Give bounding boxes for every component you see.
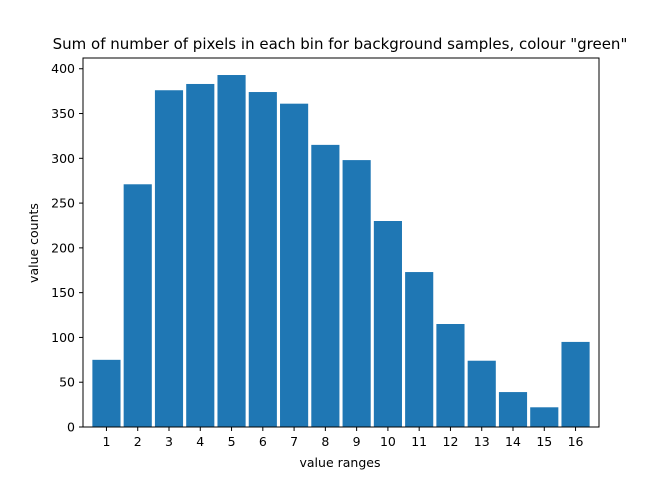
y-tick-label: 400 bbox=[51, 61, 75, 76]
bars-group bbox=[92, 75, 590, 428]
x-tick-label: 14 bbox=[505, 434, 521, 449]
x-tick-label: 16 bbox=[568, 434, 584, 449]
bar-8 bbox=[311, 144, 340, 427]
bar-6 bbox=[248, 92, 277, 427]
x-axis-label: value ranges bbox=[300, 455, 381, 470]
y-tick-label: 350 bbox=[51, 106, 75, 121]
x-tick-label: 12 bbox=[443, 434, 459, 449]
bar-15 bbox=[530, 407, 559, 427]
y-axis-label: value counts bbox=[26, 203, 41, 283]
y-tick-label: 250 bbox=[51, 196, 75, 211]
x-tick-label: 3 bbox=[165, 434, 173, 449]
x-tick-label: 8 bbox=[321, 434, 329, 449]
y-tick-label: 200 bbox=[51, 240, 75, 255]
bar-9 bbox=[342, 160, 371, 428]
bar-13 bbox=[467, 360, 496, 427]
x-tick-label: 1 bbox=[102, 434, 110, 449]
y-tick-label: 300 bbox=[51, 151, 75, 166]
bar-2 bbox=[123, 184, 152, 427]
x-tick-label: 9 bbox=[353, 434, 361, 449]
x-tick-label: 11 bbox=[411, 434, 427, 449]
plot-frame bbox=[82, 57, 600, 428]
y-axis-ticks: 0 50 100 150 200 250 300 350 400 bbox=[51, 61, 83, 435]
x-tick-label: 5 bbox=[228, 434, 236, 449]
bar-14 bbox=[498, 392, 528, 427]
y-tick-label: 50 bbox=[59, 375, 75, 390]
x-tick-label: 2 bbox=[134, 434, 142, 449]
bar-4 bbox=[186, 83, 215, 427]
bar-5 bbox=[217, 75, 246, 427]
bar-11 bbox=[405, 272, 434, 427]
bar-3 bbox=[154, 90, 184, 427]
chart-title: Sum of number of pixels in each bin for … bbox=[53, 35, 628, 53]
x-tick-label: 15 bbox=[536, 434, 552, 449]
x-axis-ticks: 1 2 3 4 5 6 7 8 9 10 11 12 13 14 15 16 bbox=[102, 427, 584, 449]
bar-16 bbox=[561, 341, 590, 427]
x-tick-label: 13 bbox=[474, 434, 490, 449]
bar-1 bbox=[92, 359, 121, 427]
y-tick-label: 150 bbox=[51, 285, 75, 300]
y-tick-label: 100 bbox=[51, 330, 75, 345]
x-tick-label: 4 bbox=[196, 434, 204, 449]
bar-7 bbox=[280, 103, 309, 427]
x-tick-label: 6 bbox=[259, 434, 267, 449]
x-tick-label: 7 bbox=[290, 434, 298, 449]
y-tick-label: 0 bbox=[67, 420, 75, 435]
bar-12 bbox=[436, 324, 465, 427]
x-tick-label: 10 bbox=[380, 434, 396, 449]
bar-10 bbox=[373, 221, 402, 427]
